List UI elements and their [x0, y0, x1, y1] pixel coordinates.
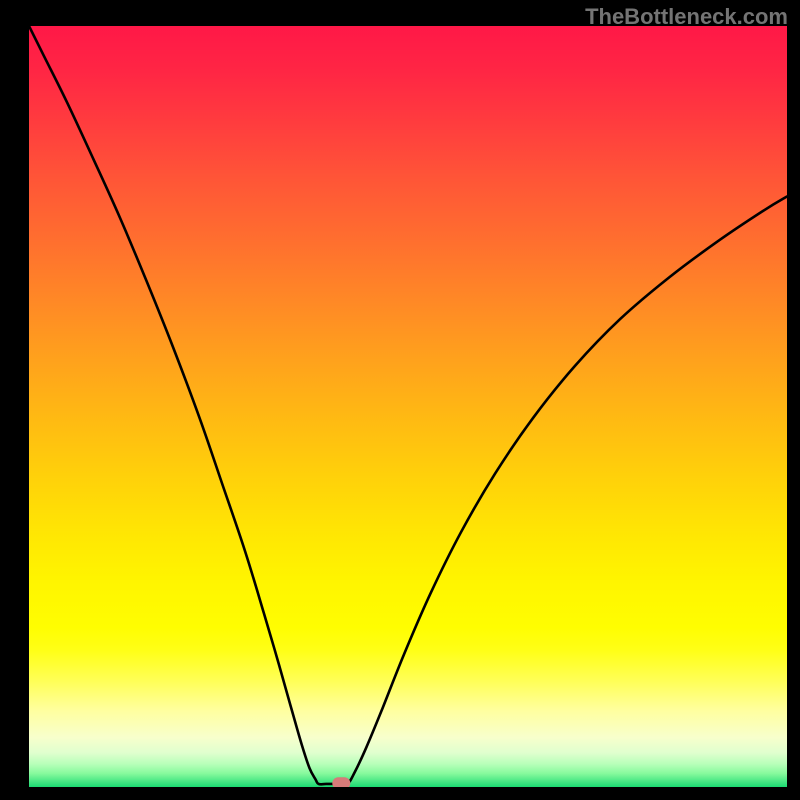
frame-bottom [0, 787, 800, 800]
gradient-background [29, 26, 787, 787]
frame-left [0, 0, 29, 800]
watermark-text: TheBottleneck.com [585, 4, 788, 30]
frame-right [787, 0, 800, 800]
bottleneck-chart [0, 0, 800, 800]
